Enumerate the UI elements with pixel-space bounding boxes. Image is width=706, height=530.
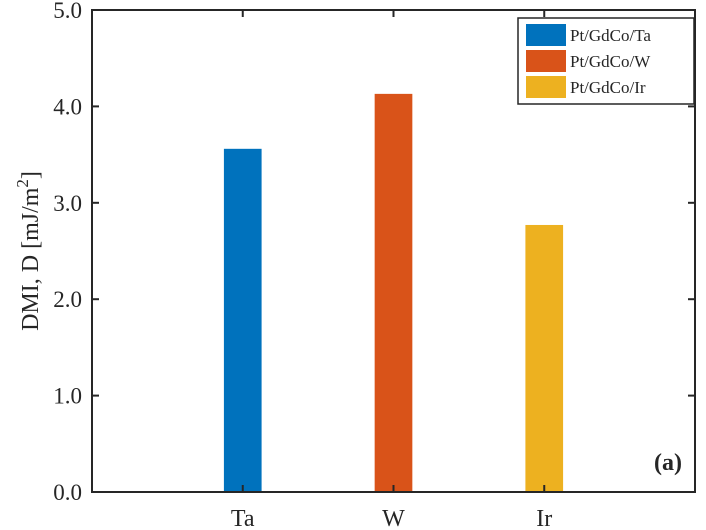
legend: Pt/GdCo/Ta Pt/GdCo/W Pt/GdCo/Ir — [517, 17, 695, 105]
legend-swatch — [526, 24, 566, 46]
legend-entry-label: Pt/GdCo/Ta — [570, 26, 651, 45]
panel-label: (a) — [654, 450, 682, 476]
y-tick-label: 1.0 — [53, 384, 82, 409]
y-axis-label-superscript: 2 — [13, 179, 32, 188]
y-tick-label: 5.0 — [53, 0, 82, 23]
y-tick-label: 3.0 — [53, 191, 82, 216]
y-axis-label: DMI, D [mJ/m2] — [13, 171, 44, 331]
bar-ta — [223, 148, 262, 493]
y-tick-label: 0.0 — [53, 480, 82, 505]
y-tick-label: 4.0 — [53, 94, 82, 119]
x-ticks-group: Ta W Ir — [231, 10, 552, 530]
x-tick-label-ta: Ta — [231, 506, 255, 530]
bar-w — [374, 93, 413, 493]
y-axis-label-main: DMI, D [mJ/m — [18, 187, 44, 331]
y-axis-label-end: ] — [18, 171, 44, 179]
legend-entry-label: Pt/GdCo/W — [570, 52, 651, 71]
x-tick-label-w: W — [382, 506, 405, 530]
y-ticks-group: 0.0 1.0 2.0 3.0 4.0 5.0 — [53, 0, 695, 505]
x-tick-label-ir: Ir — [536, 506, 552, 530]
legend-swatch — [526, 76, 566, 98]
y-tick-label: 2.0 — [53, 287, 82, 312]
axes-frame — [91, 9, 696, 493]
legend-entry-label: Pt/GdCo/Ir — [570, 78, 646, 97]
bars-group — [223, 93, 564, 493]
bar-ir — [525, 224, 564, 493]
legend-swatch — [526, 50, 566, 72]
